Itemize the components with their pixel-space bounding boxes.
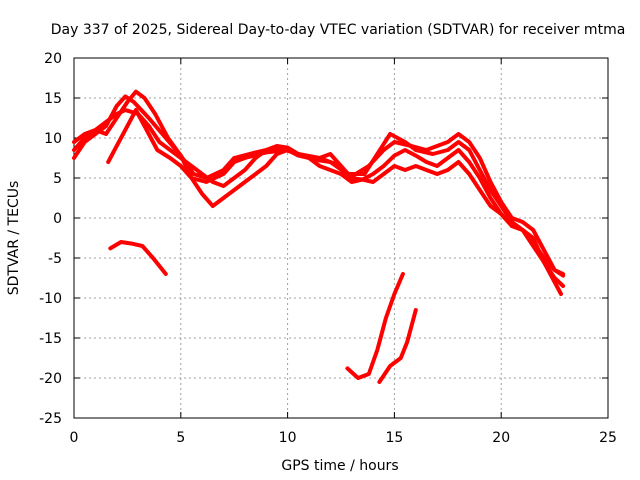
- x-tick-label: 10: [279, 430, 297, 446]
- plot-frame: [73, 57, 609, 419]
- y-tick-label: -10: [39, 291, 62, 307]
- series-line-track-6: [345, 272, 405, 380]
- y-tick-label: 20: [44, 51, 62, 67]
- axis-ticks: 0 5 10 15 20 25 -25 -20 -15 -10 -5 0 5 10 15 20: [39, 51, 617, 446]
- chart-title: Day 337 of 2025, Sidereal Day-to-day VTE…: [51, 22, 626, 38]
- series-line-track-2: [72, 89, 563, 296]
- y-axis-label: SDTVAR / TECUs: [6, 181, 22, 296]
- series-line-track-7: [377, 308, 418, 384]
- x-tick-label: 5: [176, 430, 185, 446]
- series-line-track-5: [108, 240, 168, 276]
- y-tick-label: 5: [53, 171, 62, 187]
- x-tick-label: 0: [70, 430, 79, 446]
- y-tick-label: -20: [39, 371, 62, 387]
- data-series: [72, 89, 566, 384]
- series-line-track-3: [72, 108, 566, 288]
- y-tick-label: -25: [39, 411, 62, 427]
- y-tick-label: -5: [48, 251, 62, 267]
- x-tick-label: 25: [599, 430, 617, 446]
- x-axis-label: GPS time / hours: [281, 458, 398, 474]
- grid-lines: [74, 58, 608, 418]
- y-tick-label: 0: [53, 211, 62, 227]
- series-line-track-4: [106, 108, 566, 278]
- x-tick-label: 20: [492, 430, 510, 446]
- x-tick-label: 15: [385, 430, 403, 446]
- y-tick-label: 10: [44, 131, 62, 147]
- y-tick-label: -15: [39, 331, 62, 347]
- y-tick-label: 15: [44, 91, 62, 107]
